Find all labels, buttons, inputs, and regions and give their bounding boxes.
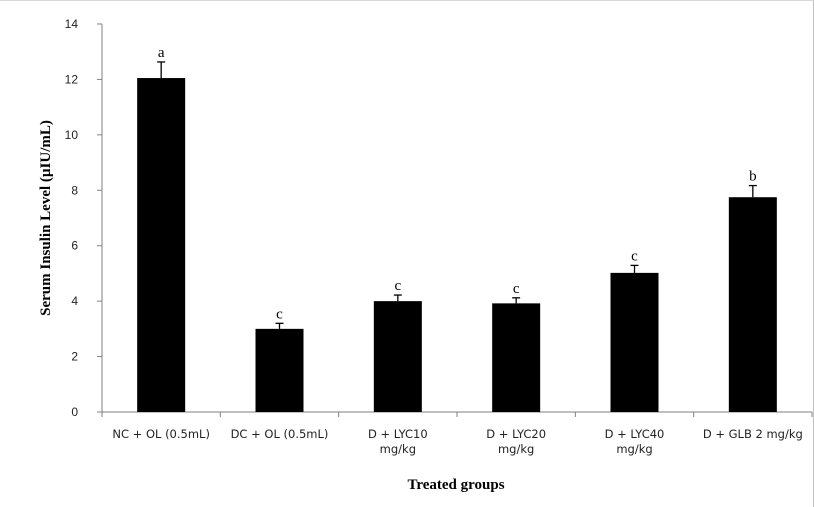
significance-label: c bbox=[631, 248, 638, 264]
bar bbox=[610, 272, 659, 412]
significance-label: c bbox=[394, 278, 401, 294]
bar bbox=[373, 301, 422, 412]
y-tick-label: 6 bbox=[71, 239, 78, 253]
significance-label: c bbox=[513, 281, 520, 297]
y-tick-label: 8 bbox=[71, 183, 78, 197]
significance-label: a bbox=[158, 45, 165, 61]
y-tick-label: 4 bbox=[71, 294, 78, 308]
x-tick-label: DC + OL (0.5mL) bbox=[231, 427, 329, 441]
x-tick-label: D + LYC10 mg/kg bbox=[368, 427, 428, 456]
bar bbox=[728, 197, 777, 412]
x-tick-label: D + GLB 2 mg/kg bbox=[703, 427, 803, 441]
y-tick-label: 14 bbox=[65, 17, 79, 31]
axes: 0 2 4 6 8 10 12 14 NC + OL (0.5mL) DC + OL (0.5mL… bbox=[65, 17, 813, 456]
x-tick-label: NC + OL (0.5mL) bbox=[112, 427, 210, 441]
x-axis-title: Treated groups bbox=[407, 477, 504, 493]
bar bbox=[255, 328, 304, 412]
y-tick-label: 0 bbox=[71, 405, 78, 419]
significance-label: b bbox=[749, 169, 757, 185]
significance-label: c bbox=[276, 306, 283, 322]
x-tick-label: D + LYC40 mg/kg bbox=[605, 427, 665, 456]
bar bbox=[492, 303, 541, 412]
bars: a c c c c b bbox=[137, 45, 777, 413]
y-tick-label: 12 bbox=[65, 72, 79, 86]
y-tick-label: 10 bbox=[65, 128, 79, 142]
y-axis-title: Serum Insulin Level (µIU/mL) bbox=[38, 120, 54, 316]
y-tick-label: 2 bbox=[71, 350, 78, 364]
x-tick-label: D + LYC20 mg/kg bbox=[486, 427, 546, 456]
bar bbox=[137, 78, 186, 413]
